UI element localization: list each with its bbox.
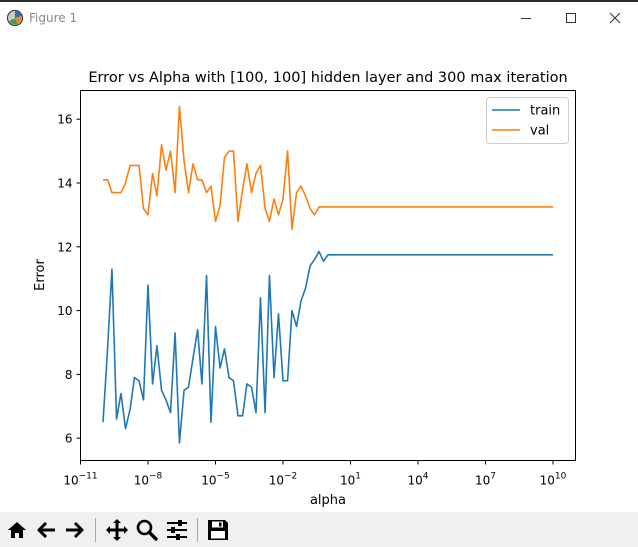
y-tick-label: 16 bbox=[57, 113, 72, 127]
x-tick-label: 10−8 bbox=[134, 472, 163, 488]
pan-button[interactable] bbox=[104, 517, 130, 543]
window-top-border bbox=[0, 0, 638, 2]
toolbar-separator bbox=[95, 518, 96, 542]
maximize-button[interactable] bbox=[548, 5, 594, 31]
y-axis-label: Error bbox=[33, 259, 48, 291]
sliders-icon bbox=[167, 520, 187, 540]
x-tick-label: 1010 bbox=[540, 472, 567, 488]
minimize-icon bbox=[521, 18, 531, 19]
close-button[interactable] bbox=[592, 5, 638, 31]
configure-subplots-button[interactable] bbox=[164, 517, 190, 543]
toolbar-separator bbox=[197, 518, 198, 542]
magnifier-icon bbox=[136, 519, 158, 541]
home-icon bbox=[8, 522, 26, 538]
legend-box bbox=[486, 97, 569, 144]
y-tick-label: 8 bbox=[65, 368, 73, 382]
y-tick-label: 12 bbox=[57, 240, 72, 254]
arrow-right-icon bbox=[66, 521, 84, 539]
x-axis-ticks: 10−11 10−8 10−5 10−2 101 104 107 1010 bbox=[63, 460, 567, 488]
figure-canvas[interactable]: Error vs Alpha with [100, 100] hidden la… bbox=[0, 34, 638, 512]
navigation-toolbar bbox=[0, 512, 638, 547]
zoom-button[interactable] bbox=[134, 517, 160, 543]
series-line-train bbox=[102, 250, 553, 444]
legend-label-train: train bbox=[530, 104, 560, 119]
home-button[interactable] bbox=[4, 517, 30, 543]
back-button[interactable] bbox=[33, 517, 59, 543]
y-tick-label: 6 bbox=[65, 432, 73, 446]
minimize-button[interactable] bbox=[503, 5, 549, 31]
save-button[interactable] bbox=[205, 517, 231, 543]
series-line-val bbox=[103, 105, 553, 231]
close-icon bbox=[609, 12, 621, 24]
title-bar[interactable]: Figure 1 bbox=[0, 2, 638, 34]
plot-frame bbox=[80, 90, 576, 461]
x-tick-label: 107 bbox=[475, 472, 496, 488]
x-axis-label: alpha bbox=[310, 493, 346, 508]
x-tick-label: 10−5 bbox=[201, 472, 230, 488]
y-tick-label: 10 bbox=[57, 304, 72, 318]
move-icon bbox=[106, 519, 128, 541]
y-tick-label: 14 bbox=[57, 177, 72, 191]
legend: train val bbox=[486, 97, 569, 144]
x-tick-label: 10−11 bbox=[63, 472, 97, 488]
arrow-left-icon bbox=[37, 521, 55, 539]
window-title: Figure 1 bbox=[29, 11, 78, 25]
x-tick-label: 101 bbox=[340, 472, 361, 488]
forward-button[interactable] bbox=[62, 517, 88, 543]
floppy-disk-icon bbox=[208, 520, 228, 540]
plot-lines bbox=[102, 105, 553, 444]
x-tick-label: 104 bbox=[407, 472, 428, 488]
legend-label-val: val bbox=[530, 124, 549, 139]
chart-title: Error vs Alpha with [100, 100] hidden la… bbox=[88, 70, 567, 86]
matplotlib-app-icon bbox=[6, 9, 24, 27]
x-tick-label: 10−2 bbox=[269, 472, 298, 488]
y-axis-ticks: 6 8 10 12 14 16 bbox=[57, 113, 81, 446]
maximize-icon bbox=[566, 13, 576, 23]
